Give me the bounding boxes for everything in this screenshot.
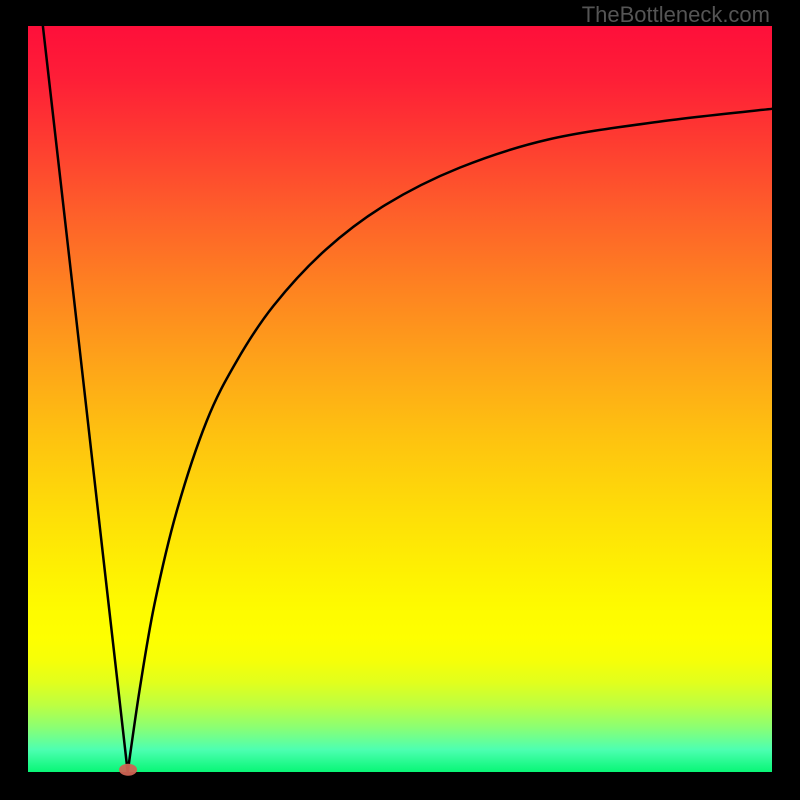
plot-background <box>28 26 772 772</box>
watermark-text: TheBottleneck.com <box>582 2 770 28</box>
bottleneck-chart <box>0 0 800 800</box>
minimum-marker <box>119 764 137 776</box>
